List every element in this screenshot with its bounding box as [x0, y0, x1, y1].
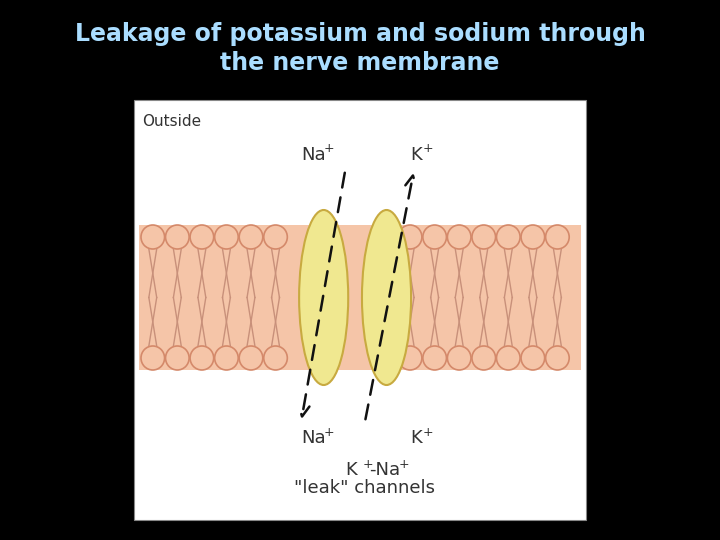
Text: K: K	[346, 461, 357, 479]
Circle shape	[215, 225, 238, 249]
Ellipse shape	[362, 210, 411, 385]
Circle shape	[239, 346, 263, 370]
Circle shape	[264, 225, 287, 249]
Ellipse shape	[299, 210, 348, 385]
Circle shape	[215, 346, 238, 370]
Text: Outside: Outside	[142, 114, 201, 130]
Circle shape	[239, 225, 263, 249]
Circle shape	[472, 346, 495, 370]
Text: "leak" channels: "leak" channels	[294, 479, 436, 497]
Circle shape	[447, 346, 471, 370]
Circle shape	[166, 346, 189, 370]
Circle shape	[423, 346, 446, 370]
Circle shape	[166, 225, 189, 249]
Circle shape	[521, 346, 544, 370]
Circle shape	[521, 225, 544, 249]
Text: -Na: -Na	[369, 461, 400, 479]
Circle shape	[423, 225, 446, 249]
Text: +: +	[423, 426, 433, 438]
Text: +: +	[363, 457, 374, 470]
Bar	[139, 225, 581, 370]
Circle shape	[398, 225, 422, 249]
Circle shape	[472, 225, 495, 249]
Text: K: K	[410, 146, 422, 164]
Text: Na: Na	[302, 429, 326, 447]
Circle shape	[497, 225, 520, 249]
Bar	[134, 100, 586, 520]
Text: K: K	[410, 429, 422, 447]
Circle shape	[546, 225, 570, 249]
Text: +: +	[423, 143, 433, 156]
Circle shape	[141, 225, 165, 249]
Circle shape	[190, 346, 214, 370]
Text: Leakage of potassium and sodium through: Leakage of potassium and sodium through	[75, 22, 645, 46]
Text: Na: Na	[302, 146, 326, 164]
Text: +: +	[323, 143, 334, 156]
Text: +: +	[398, 457, 409, 470]
Circle shape	[190, 225, 214, 249]
Circle shape	[447, 225, 471, 249]
Circle shape	[546, 346, 570, 370]
Circle shape	[264, 346, 287, 370]
Circle shape	[398, 346, 422, 370]
Circle shape	[497, 346, 520, 370]
Circle shape	[141, 346, 165, 370]
Text: the nerve membrane: the nerve membrane	[220, 51, 500, 75]
Text: +: +	[323, 426, 334, 438]
